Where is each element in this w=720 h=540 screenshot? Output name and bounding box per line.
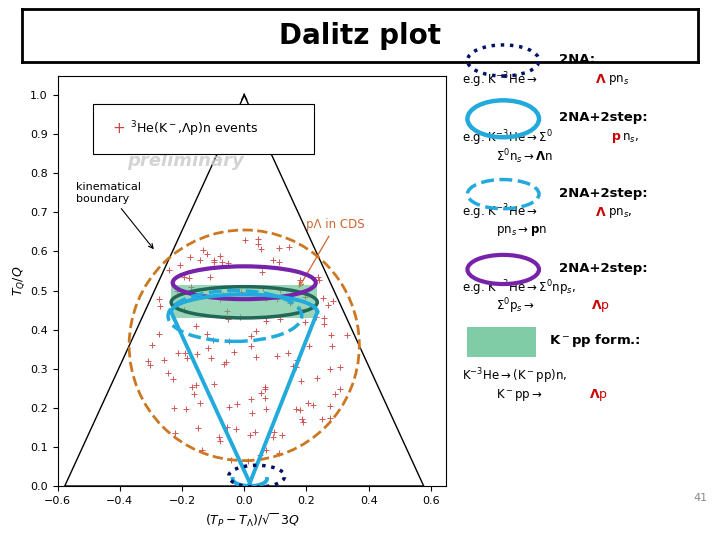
Text: e.g. K$^{-3}$He$\rightarrow\Sigma^0$np$_s$,: e.g. K$^{-3}$He$\rightarrow\Sigma^0$np$_…	[462, 278, 577, 298]
Text: e.g. K$^{-3}$He$\rightarrow\Sigma^0$: e.g. K$^{-3}$He$\rightarrow\Sigma^0$	[462, 129, 553, 148]
Text: pn$_s$$\rightarrow$$\bf p$n: pn$_s$$\rightarrow$$\bf p$n	[495, 224, 546, 238]
Text: e.g. K$^{-3}$He$\rightarrow$: e.g. K$^{-3}$He$\rightarrow$	[462, 70, 538, 90]
Text: preliminary: preliminary	[127, 152, 244, 170]
Bar	[171, 285, 318, 318]
Text: 2NA+2step:: 2NA+2step:	[559, 187, 648, 200]
FancyBboxPatch shape	[93, 104, 314, 153]
Text: e.g. K$^{-3}$He$\rightarrow$: e.g. K$^{-3}$He$\rightarrow$	[462, 203, 538, 222]
Text: 41: 41	[693, 492, 708, 503]
Text: ${}^3$He(K$^-$,$\Lambda$p)n events: ${}^3$He(K$^-$,$\Lambda$p)n events	[130, 119, 258, 139]
Text: 2NA+2step:: 2NA+2step:	[559, 262, 648, 275]
Text: $\bf\Lambda$: $\bf\Lambda$	[595, 73, 607, 86]
Text: $\bf p$: $\bf p$	[611, 131, 621, 145]
Y-axis label: $T_Q/Q$: $T_Q/Q$	[12, 266, 27, 296]
Text: pn$_s$: pn$_s$	[608, 73, 629, 87]
Text: 2NA:: 2NA:	[559, 53, 595, 66]
Text: pn$_s$,: pn$_s$,	[608, 206, 632, 220]
Text: $\Sigma^0$p$_s$$\rightarrow$: $\Sigma^0$p$_s$$\rightarrow$	[495, 296, 534, 316]
X-axis label: $(T_P - T_\Lambda)/\sqrt{\ }\ 3Q$: $(T_P - T_\Lambda)/\sqrt{\ }\ 3Q$	[204, 511, 300, 529]
Text: kinematical
boundary: kinematical boundary	[76, 182, 153, 248]
Text: 2NA+2step:: 2NA+2step:	[559, 111, 648, 124]
Text: $\bf\Lambda$: $\bf\Lambda$	[595, 206, 607, 219]
Text: Dalitz plot: Dalitz plot	[279, 22, 441, 50]
FancyBboxPatch shape	[467, 327, 536, 357]
Text: n$_s$,: n$_s$,	[622, 132, 639, 145]
Text: pΛ in CDS: pΛ in CDS	[300, 218, 365, 287]
Text: $\bf\Lambda$p: $\bf\Lambda$p	[589, 387, 608, 403]
Text: +: +	[112, 122, 125, 137]
Text: K$^{-3}$He$\rightarrow$(K$^-$pp)n,: K$^{-3}$He$\rightarrow$(K$^-$pp)n,	[462, 367, 567, 386]
Text: $\bf\Lambda$p: $\bf\Lambda$p	[591, 299, 611, 314]
Text: $\Sigma^0$n$_s$$\rightarrow$$\bf\Lambda$n: $\Sigma^0$n$_s$$\rightarrow$$\bf\Lambda$…	[495, 147, 553, 166]
Text: K$^-$pp form.:: K$^-$pp form.:	[549, 333, 641, 349]
Text: K$^-$pp$\rightarrow$: K$^-$pp$\rightarrow$	[495, 387, 542, 403]
